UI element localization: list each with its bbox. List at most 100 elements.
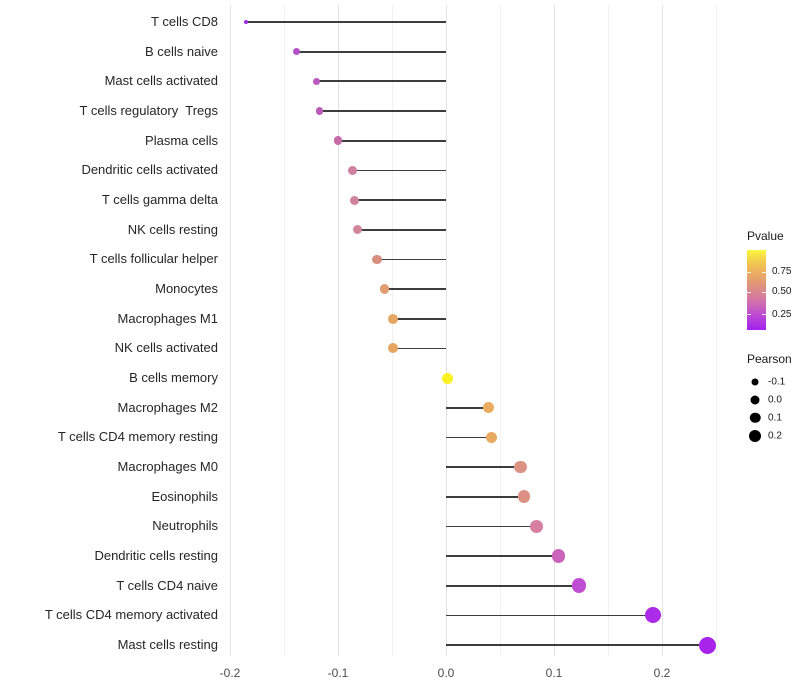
major-gridline — [554, 5, 555, 656]
pearson-legend-label: 0.0 — [768, 394, 782, 405]
major-gridline — [662, 5, 663, 656]
pearson-legend-entry: 0.1 — [747, 409, 800, 426]
data-point-dot — [645, 607, 662, 624]
pearson-legend-label: 0.2 — [768, 430, 782, 441]
lollipop-stem — [376, 258, 446, 261]
colorbar-tick-mark — [762, 314, 766, 316]
data-point-dot — [514, 460, 527, 474]
colorbar-tick-mark — [747, 314, 751, 316]
colorbar-tick-mark — [747, 291, 751, 293]
y-axis-label: T cells follicular helper — [89, 251, 218, 267]
data-point-dot — [698, 636, 716, 654]
lollipop-stem — [393, 347, 446, 350]
y-axis-label: T cells regulatory Tregs — [79, 103, 218, 118]
y-axis-label: Eosinophils — [151, 488, 219, 504]
lollipop-stem — [393, 317, 446, 320]
lollipop-stem — [446, 466, 521, 468]
colorbar-tick-mark — [762, 291, 766, 293]
colorbar-tick-label: 0.50 — [772, 286, 792, 297]
data-point-dot — [293, 48, 301, 56]
pvalue-color-legend: Pvalue 0.75 0.50 0.25 — [747, 229, 800, 330]
pearson-legend-entry: -0.1 — [747, 373, 800, 390]
lollipop-stem — [354, 199, 446, 201]
lollipop-stem — [296, 50, 446, 53]
lollipop-stem — [319, 110, 446, 112]
lollipop-stem — [446, 525, 537, 528]
x-axis-tick-label: 0.2 — [653, 666, 671, 680]
y-axis-label: Macrophages M0 — [117, 459, 218, 475]
pearson-legend-dot — [751, 378, 759, 385]
lollipop-stem — [357, 228, 446, 231]
lollipop-stem — [338, 139, 446, 142]
pearson-legend-label: -0.1 — [768, 376, 786, 387]
y-axis-label: T cells CD4 naive — [116, 577, 218, 593]
minor-gridline — [500, 5, 501, 656]
data-point-dot — [347, 165, 357, 175]
y-axis-label: Plasma cells — [145, 132, 218, 148]
pearson-size-legend: Pearson -0.1 0.0 0.1 0.2 — [747, 352, 800, 444]
lollipop-stem — [316, 80, 446, 83]
x-axis-tick-label: -0.1 — [327, 666, 349, 680]
major-gridline — [230, 5, 231, 656]
y-axis-label: T cells CD8 — [151, 14, 218, 29]
data-point-dot — [551, 549, 566, 563]
lollipop-stem — [446, 555, 559, 557]
y-axis-label: NK cells activated — [114, 340, 218, 356]
data-point-dot — [485, 431, 498, 444]
minor-gridline — [284, 5, 285, 656]
y-axis-label: B cells memory — [129, 370, 218, 386]
lollipop-stem — [446, 495, 524, 498]
data-point-dot — [312, 77, 321, 86]
x-axis-tick-label: -0.2 — [219, 666, 241, 680]
lollipop-stem — [352, 169, 446, 172]
data-point-dot — [388, 313, 399, 324]
y-axis-label: T cells CD4 memory activated — [44, 607, 218, 623]
pearson-legend-title: Pearson — [747, 352, 792, 366]
data-point-dot — [482, 402, 494, 414]
data-point-dot — [315, 107, 324, 115]
lollipop-stem — [446, 614, 654, 617]
pvalue-colorbar: 0.75 0.50 0.25 — [747, 250, 791, 330]
data-point-dot — [388, 343, 399, 354]
pearson-legend-entry: 0.2 — [747, 427, 800, 444]
data-point-dot — [243, 19, 249, 25]
data-point-dot — [352, 225, 362, 235]
x-axis-tick-label: 0.0 — [437, 666, 455, 680]
data-point-dot — [530, 519, 544, 533]
major-gridline — [338, 5, 339, 656]
colorbar-tick-label: 0.25 — [772, 308, 792, 320]
pearson-legend-dot — [749, 429, 761, 442]
pvalue-gradient — [747, 250, 766, 330]
major-gridline — [446, 5, 447, 656]
pearson-legend-dot — [749, 412, 761, 423]
x-axis-tick-label: 0.1 — [545, 666, 563, 680]
y-axis-label: Macrophages M2 — [117, 399, 218, 415]
y-axis-label: Mast cells activated — [104, 73, 218, 89]
data-point-dot — [333, 136, 343, 145]
lollipop-stem — [446, 584, 579, 587]
y-axis-label: Neutrophils — [152, 518, 218, 534]
y-axis-label: Dendritic cells resting — [94, 548, 218, 564]
y-axis-label: Monocytes — [155, 281, 218, 297]
lollipop-stem — [446, 436, 492, 439]
pearson-legend-label: 0.1 — [768, 412, 782, 423]
minor-gridline — [716, 5, 717, 656]
lollipop-stem — [446, 406, 489, 409]
y-axis-label: Dendritic cells activated — [81, 162, 218, 178]
y-axis-label: B cells naive — [145, 43, 218, 59]
colorbar-tick-mark — [762, 271, 766, 273]
pearson-legend-entries: -0.1 0.0 0.1 0.2 — [747, 373, 800, 444]
colorbar-tick-mark — [747, 271, 751, 273]
data-point-dot — [517, 490, 530, 503]
minor-gridline — [392, 5, 393, 656]
data-point-dot — [379, 284, 390, 294]
y-axis-label: T cells CD4 memory resting — [57, 429, 218, 445]
colorbar-tick-label: 0.75 — [772, 266, 792, 277]
y-axis-label: T cells gamma delta — [101, 192, 218, 208]
pvalue-legend-title: Pvalue — [747, 229, 784, 243]
lollipop-stem — [246, 21, 446, 23]
pearson-legend-dot — [750, 395, 760, 404]
minor-gridline — [608, 5, 609, 656]
data-point-dot — [372, 254, 382, 265]
